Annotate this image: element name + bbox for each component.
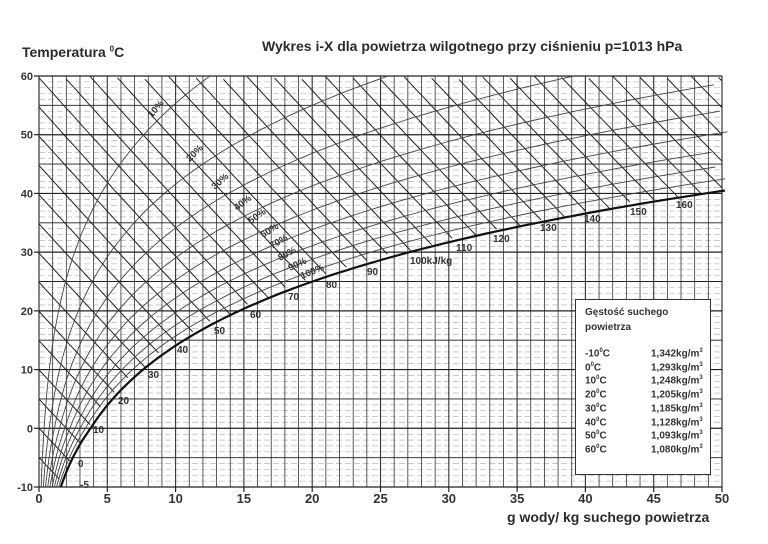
legend-row: -100C 1,342kg/m3: [585, 348, 705, 360]
enthalpy-label: 20: [118, 396, 130, 407]
legend-temp: -100C: [585, 348, 611, 360]
y-tick-label: 20: [21, 306, 33, 318]
enthalpy-label: 160: [676, 200, 693, 211]
legend-density: 1,205kg/m3: [651, 389, 703, 401]
enthalpy-label: 80: [326, 280, 338, 291]
enthalpy-label: 140: [584, 214, 601, 225]
degree-sup: 0: [109, 44, 115, 54]
enthalpy-label: 50: [214, 326, 226, 337]
legend-row: 600C 1,080kg/m3: [585, 444, 705, 456]
x-tick-label: 35: [510, 491, 524, 506]
y-tick-label: 60: [21, 71, 33, 83]
x-tick-label: 45: [646, 491, 660, 506]
enthalpy-label: 90: [367, 267, 379, 278]
legend-title: Gęstość suchego powietrza: [585, 305, 668, 335]
enthalpy-label: 110: [456, 243, 473, 254]
legend-row: 200C 1,205kg/m3: [585, 389, 705, 401]
rh-label: 40%: [232, 193, 254, 214]
axis-ticks: [34, 75, 723, 492]
legend-row: 100C 1,248kg/m3: [585, 375, 705, 387]
enthalpy-label: 100kJ/kg: [410, 256, 452, 267]
x-tick-label: 10: [168, 491, 182, 506]
legend-row: 400C 1,128kg/m3: [585, 417, 705, 429]
legend-title-line2: powietrza: [585, 322, 632, 333]
legend-density: 1,093kg/m3: [651, 430, 703, 442]
enthalpy-lines: [38, 75, 723, 480]
legend-temp: 200C: [585, 389, 607, 401]
x-tick-label: 0: [35, 491, 42, 506]
y-axis-title-text: Temperatura: [22, 44, 106, 60]
y-tick-label: 10: [21, 365, 33, 377]
y-tick-label: 0: [27, 423, 33, 435]
enthalpy-label: 30: [148, 370, 160, 381]
legend-temp: 100C: [585, 375, 607, 387]
legend-temp: 400C: [585, 416, 607, 428]
y-axis-title: Temperatura 0C: [22, 44, 124, 60]
legend-row: 500C 1,093kg/m3: [585, 430, 705, 442]
legend-density: 1,080kg/m3: [651, 443, 703, 456]
enthalpy-label: 10: [93, 425, 105, 436]
legend-temp: 00C: [585, 361, 602, 374]
rh-label: 10%: [146, 98, 167, 120]
dry-air-density-legend: Gęstość suchego powietrza -100C 1,342kg/m…: [575, 299, 711, 475]
enthalpy-label: 40: [177, 345, 189, 356]
enthalpy-label: -5: [80, 480, 89, 491]
chart-title: Wykres i-X dla powietrza wilgotnego przy…: [262, 38, 683, 54]
x-tick-label: 15: [237, 491, 251, 506]
x-tick-label: 50: [715, 491, 729, 506]
y-tick-label: 30: [21, 247, 33, 259]
y-tick-label: 40: [21, 188, 33, 200]
x-tick-label: 5: [104, 491, 111, 506]
relative-humidity-curves: [40, 75, 728, 488]
legend-density: 1,342kg/m3: [651, 348, 703, 360]
legend-density: 1,185kg/m3: [651, 402, 703, 415]
x-tick-label: 20: [305, 491, 319, 506]
enthalpy-label: 120: [493, 234, 510, 245]
enthalpy-label: 70: [288, 292, 300, 303]
legend-title-line1: Gęstość suchego: [585, 307, 669, 318]
enthalpy-label: 0: [78, 459, 84, 470]
y-tick-label: 50: [21, 130, 33, 142]
enthalpy-label: 150: [630, 207, 647, 218]
legend-row: 300C 1,185kg/m3: [585, 403, 705, 415]
enthalpy-label: 60: [250, 310, 262, 321]
legend-row: 00C 1,293kg/m3: [585, 362, 705, 374]
legend-temp: 500C: [585, 430, 607, 442]
y-axis-unit: C: [114, 44, 125, 60]
x-axis-title: g wody/ kg suchego powietrza: [507, 509, 710, 525]
legend-density: 1,248kg/m3: [651, 375, 703, 387]
legend-density: 1,293kg/m3: [651, 361, 703, 374]
rh-label: 30%: [210, 171, 232, 192]
x-tick-label: 25: [373, 491, 387, 506]
legend-temp: 300C: [585, 402, 607, 415]
x-tick-label: 30: [442, 491, 456, 506]
y-tick-label: -10: [17, 482, 33, 494]
legend-temp: 600C: [585, 443, 607, 456]
enthalpy-label: 130: [540, 223, 557, 234]
legend-density: 1,128kg/m3: [651, 416, 703, 428]
x-tick-label: 40: [578, 491, 592, 506]
